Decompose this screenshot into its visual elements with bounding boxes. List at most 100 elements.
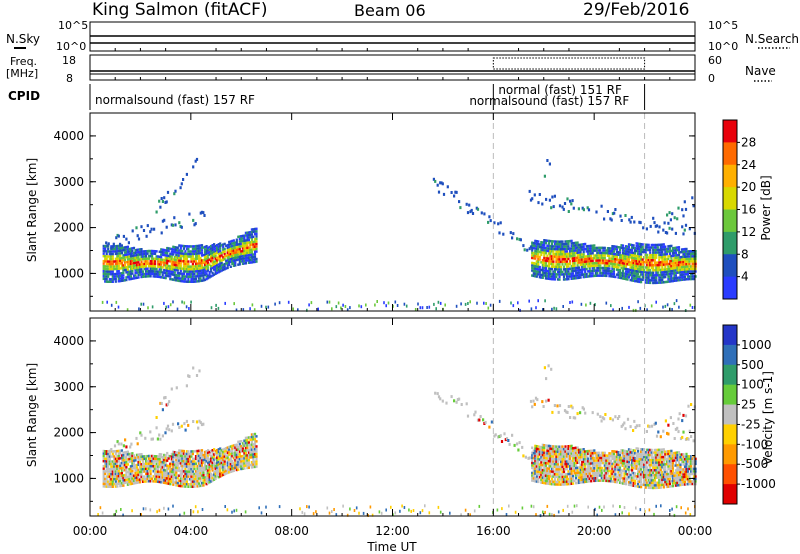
range-time-cell	[540, 276, 543, 279]
range-time-cell	[640, 243, 643, 246]
range-time-cell	[232, 454, 235, 457]
range-time-cell	[140, 478, 143, 481]
range-time-cell	[650, 261, 653, 264]
range-time-cell	[675, 299, 678, 303]
range-time-cell	[160, 250, 163, 254]
range-time-cell	[173, 453, 176, 456]
range-time-cell	[155, 272, 158, 276]
range-time-cell	[549, 444, 552, 448]
range-time-cell	[217, 460, 220, 464]
range-time-cell	[569, 255, 572, 258]
range-time-cell	[188, 255, 191, 258]
range-time-cell	[185, 452, 188, 456]
range-time-cell	[163, 268, 166, 272]
range-time-cell	[220, 261, 223, 265]
range-time-cell	[225, 457, 228, 460]
range-time-cell	[205, 465, 208, 468]
range-time-cell	[635, 462, 638, 465]
range-time-cell	[234, 454, 237, 457]
range-time-cell	[547, 262, 550, 265]
range-time-cell	[190, 467, 193, 471]
range-time-cell	[125, 271, 128, 274]
range-time-cell	[608, 252, 611, 255]
range-time-cell	[131, 477, 134, 480]
range-time-cell	[683, 255, 687, 258]
range-time-cell	[640, 270, 643, 274]
range-time-cell	[202, 211, 205, 215]
range-time-cell	[208, 468, 211, 471]
range-time-cell	[123, 248, 126, 252]
range-time-cell	[234, 464, 237, 467]
range-time-cell	[670, 262, 673, 265]
range-time-cell	[531, 274, 534, 277]
range-time-cell	[181, 280, 184, 283]
range-time-cell	[151, 464, 154, 468]
range-time-cell	[603, 476, 606, 480]
range-time-cell	[673, 302, 676, 306]
range-time-cell	[223, 255, 226, 258]
range-time-cell	[547, 457, 550, 460]
range-time-cell	[638, 278, 641, 281]
range-time-cell	[211, 261, 214, 265]
range-time-cell	[164, 464, 167, 467]
range-time-cell	[655, 246, 658, 249]
range-time-cell	[609, 454, 612, 458]
range-time-cell	[244, 234, 247, 237]
range-time-cell	[608, 452, 611, 455]
range-time-cell	[629, 243, 632, 246]
range-time-cell	[243, 237, 246, 240]
range-time-cell	[229, 252, 232, 256]
range-time-cell	[210, 472, 213, 476]
range-time-cell	[229, 247, 232, 251]
colorbar-tick-label: 20	[741, 180, 756, 194]
range-time-cell	[564, 247, 567, 251]
range-time-cell	[632, 264, 635, 267]
range-time-cell	[558, 270, 561, 274]
range-time-cell	[612, 262, 615, 266]
range-time-cell	[179, 479, 182, 483]
range-time-cell	[205, 452, 208, 455]
range-time-cell	[534, 242, 537, 245]
range-time-cell	[667, 265, 670, 268]
range-time-cell	[617, 466, 620, 469]
range-time-cell	[655, 269, 658, 272]
range-time-cell	[677, 278, 681, 282]
range-time-cell	[581, 271, 584, 274]
range-time-cell	[541, 243, 544, 247]
range-time-cell	[244, 444, 247, 447]
range-time-cell	[255, 235, 258, 238]
range-time-cell	[534, 252, 537, 255]
range-time-cell	[151, 254, 154, 258]
range-time-cell	[499, 221, 502, 225]
range-time-cell	[578, 246, 581, 249]
range-time-cell	[600, 271, 603, 275]
range-time-cell	[143, 265, 146, 268]
range-time-cell	[603, 459, 606, 462]
range-time-cell	[555, 258, 558, 261]
range-time-cell	[225, 472, 228, 475]
range-time-cell	[255, 462, 258, 466]
range-time-cell	[117, 305, 120, 309]
range-time-cell	[534, 457, 537, 460]
range-time-cell	[650, 264, 653, 267]
range-time-cell	[117, 472, 120, 475]
range-time-cell	[565, 267, 569, 271]
range-time-cell	[111, 265, 114, 268]
range-time-cell	[176, 454, 179, 457]
range-time-cell	[167, 249, 170, 253]
range-time-cell	[184, 470, 187, 473]
range-time-cell	[157, 478, 160, 481]
range-time-cell	[191, 275, 194, 278]
range-time-cell	[646, 276, 649, 279]
range-time-cell	[690, 257, 693, 261]
range-time-cell	[157, 257, 160, 261]
range-time-cell	[662, 245, 665, 249]
range-time-cell	[111, 475, 114, 478]
range-time-cell	[613, 211, 616, 215]
range-time-cell	[226, 451, 229, 454]
range-time-cell	[691, 255, 694, 258]
range-time-cell	[674, 254, 677, 257]
range-time-cell	[686, 250, 690, 253]
range-time-cell	[576, 461, 579, 464]
range-time-cell	[618, 476, 622, 479]
